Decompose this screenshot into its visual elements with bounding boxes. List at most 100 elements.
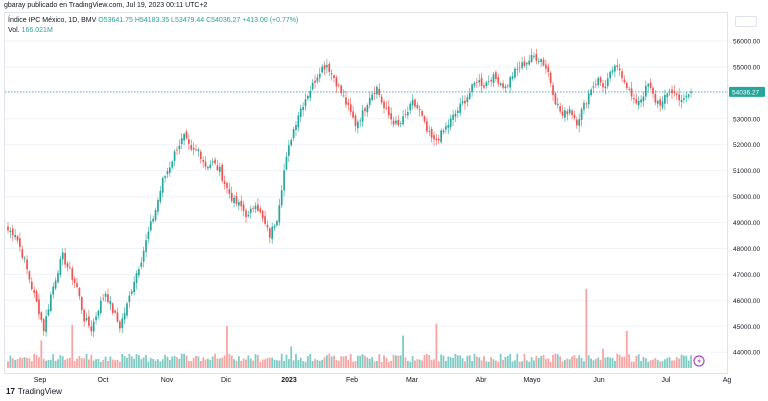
x-tick-label: Jun [593,377,604,384]
volume-bar [352,361,354,368]
volume-bar [578,355,581,368]
volume-bar [168,359,171,368]
volume-bar [52,354,55,368]
volume-bar [418,359,421,368]
candle-body [383,101,385,109]
candle-body [480,78,483,87]
y-tick-label: 55000.00 [733,64,760,71]
volume-bar [428,355,431,368]
volume-bar [390,360,393,368]
volume-bar [16,359,19,368]
volume-bar [492,359,495,368]
candle-body [633,98,635,100]
volume-bar [452,357,454,368]
volume-bar [537,357,540,368]
candle-body [499,83,502,86]
candle-body [297,115,300,128]
volume-bar [61,356,64,368]
candle-body [654,93,657,103]
volume-bar [73,361,76,368]
volume-bar [26,357,28,368]
volume-bar [485,361,488,368]
volume-bar [19,357,21,368]
volume-bar [88,359,90,368]
candle-body [599,77,602,83]
volume-bar [440,354,443,368]
volume-label: Vol. [8,27,20,34]
volume-bar [378,354,381,368]
volume-bar [649,360,652,368]
volume-bar [411,356,414,368]
volume-bar [487,361,490,368]
volume-bar [511,361,514,368]
lightning-circle-icon[interactable] [693,355,705,367]
last-price-label: 54036.27 [732,89,759,96]
volume-bar [433,359,435,368]
candle-body [147,231,150,239]
candle-body [402,116,404,125]
volume-bar [85,353,88,368]
x-tick-label: Mar [406,377,419,384]
candle-body [202,159,205,162]
volume-bar [647,361,650,368]
candle-body [261,210,264,219]
candle-body [295,125,297,130]
candle-body [97,311,100,316]
candle-body [502,83,504,88]
candle-body [476,82,478,83]
volume-bar [47,359,50,368]
volume-bar [242,358,245,368]
volume-bar [290,346,293,368]
volume-bar [421,360,424,368]
volume-bar [187,361,190,368]
volume-bar [673,360,676,368]
candle-body [342,95,345,97]
candle-body [61,252,64,260]
volume-bar [356,355,359,368]
volume-bar [333,355,335,368]
volume-bar [7,361,9,368]
candle-body [618,68,621,71]
symbol-name: Índice IPC México, 1D, BMV [8,17,97,24]
candle-body [540,59,542,63]
volume-bar [464,361,466,368]
candle-body [385,107,388,109]
volume-bar [221,357,224,368]
candle-body [523,61,526,67]
candle-body [314,80,316,83]
volume-bar [668,357,671,368]
volume-bar [399,355,402,368]
volume-bar [566,358,569,368]
candle-body [664,95,666,104]
volume-bar [264,359,266,368]
candle-body [335,77,338,87]
tradingview-mark: 17 [6,387,15,396]
candle-body [461,101,464,104]
candle-body [130,291,133,294]
volume-bar [161,359,164,368]
candle-body [437,138,440,141]
candle-body [240,200,243,207]
candle-body [387,106,390,116]
candle-body [595,84,597,85]
volume-bar [145,354,147,368]
volume-bar [292,360,295,368]
candle-body [66,263,69,268]
candle-body [371,94,373,100]
volume-bar [554,353,557,368]
volume-bar [257,355,259,368]
candle-body [637,100,640,106]
volume-bar [152,358,155,368]
volume-bar [287,359,290,368]
volume-bar [449,357,452,368]
candle-body [254,205,257,209]
volume-bar [540,356,543,368]
candle-body [395,120,397,124]
candle-body [366,105,369,113]
candle-body [285,156,288,170]
volume-bar [297,359,300,368]
chart-settings-button[interactable] [735,16,757,27]
candle-body [661,101,664,108]
candle-body [583,102,585,110]
